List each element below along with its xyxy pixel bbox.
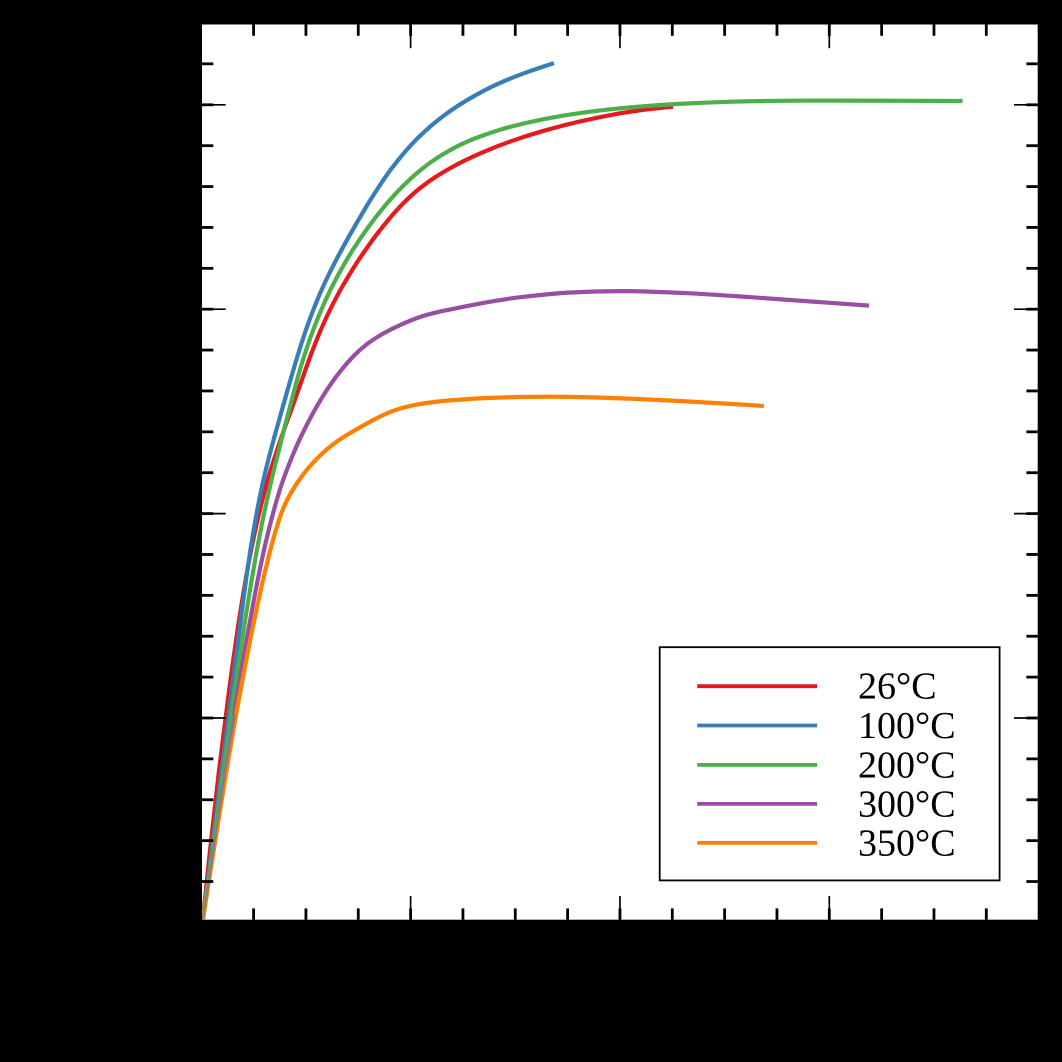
svg-text:200°C: 200°C (858, 744, 956, 786)
svg-text:300°C: 300°C (858, 783, 956, 825)
svg-text:100°C: 100°C (858, 705, 956, 747)
svg-text:26°C: 26°C (858, 666, 937, 708)
svg-text:350°C: 350°C (858, 822, 956, 864)
